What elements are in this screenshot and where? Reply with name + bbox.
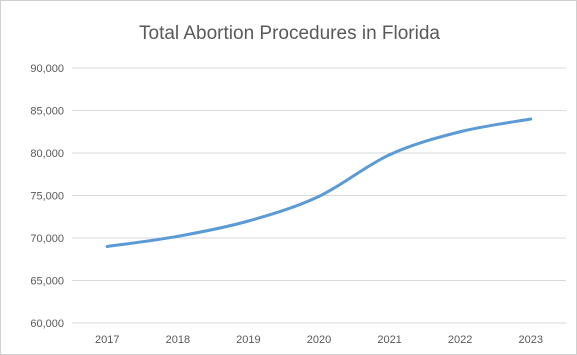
y-axis-ticks: 60,000 65,000 70,000 75,000 80,000 85,000 90,0… bbox=[30, 63, 64, 330]
y-tick-label: 80,000 bbox=[30, 148, 64, 160]
y-tick-label: 85,000 bbox=[30, 106, 64, 118]
x-tick-label: 2023 bbox=[518, 334, 542, 346]
series-line bbox=[105, 117, 533, 248]
data-point bbox=[529, 117, 533, 121]
series-group bbox=[105, 117, 533, 248]
data-point bbox=[176, 234, 180, 238]
y-tick-label: 75,000 bbox=[30, 191, 64, 203]
chart-title: Total Abortion Procedures in Florida bbox=[139, 23, 440, 44]
x-axis-ticks: 2017 2018 2019 2020 2021 2022 2023 bbox=[95, 334, 543, 346]
y-tick-label: 70,000 bbox=[30, 233, 64, 245]
x-tick-label: 2017 bbox=[95, 334, 119, 346]
data-point bbox=[458, 130, 462, 134]
x-tick-label: 2022 bbox=[448, 334, 472, 346]
y-tick-label: 60,000 bbox=[30, 318, 64, 330]
x-tick-label: 2019 bbox=[236, 334, 260, 346]
y-tick-label: 90,000 bbox=[30, 63, 64, 75]
x-tick-label: 2020 bbox=[307, 334, 331, 346]
x-tick-label: 2018 bbox=[166, 334, 190, 346]
x-tick-label: 2021 bbox=[377, 334, 401, 346]
data-point bbox=[105, 245, 109, 248]
data-point bbox=[388, 153, 392, 157]
y-tick-label: 65,000 bbox=[30, 276, 64, 288]
data-point bbox=[246, 219, 250, 223]
gridlines bbox=[72, 67, 566, 324]
data-point bbox=[317, 194, 321, 198]
